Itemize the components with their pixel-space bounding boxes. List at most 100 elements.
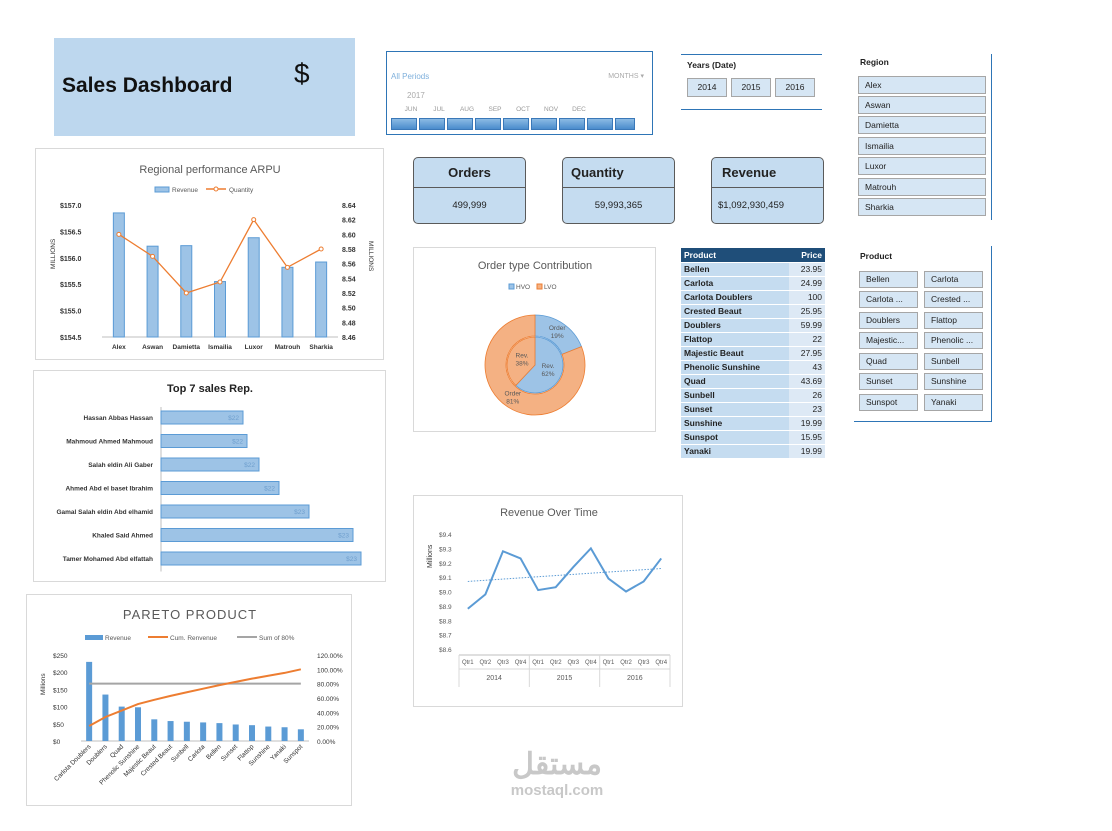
product-name-cell: Carlota (681, 276, 790, 291)
region-item-aswan[interactable]: Aswan (858, 96, 986, 114)
product-item[interactable]: Sunset (859, 373, 918, 390)
timeline-bar-segment[interactable] (419, 118, 445, 130)
bar (167, 721, 174, 741)
timeline-bar-segment[interactable] (615, 118, 635, 130)
y2-tick-label: 8.48 (342, 320, 356, 327)
year-button-2016[interactable]: 2016 (775, 78, 815, 97)
year-button-2014[interactable]: 2014 (687, 78, 727, 97)
slice-label: 19% (551, 333, 564, 340)
product-item[interactable]: Crested ... (924, 291, 983, 308)
y2-tick-label: 8.60 (342, 232, 356, 239)
product-item[interactable]: Sunshine (924, 373, 983, 390)
inner-pie-slice (506, 336, 536, 386)
x-tick-label: Sharkia (309, 344, 333, 351)
x-tick-label: Sunbell (170, 743, 191, 764)
y-tick-label: $9.4 (439, 532, 452, 539)
region-item-ismailia[interactable]: Ismailia (858, 137, 986, 155)
product-item[interactable]: Sunbell (924, 353, 983, 370)
timeline-all-periods[interactable]: All Periods (391, 72, 430, 81)
bar (200, 722, 207, 741)
table-row: Sunset 23 (681, 402, 825, 417)
timeline-bar-segment[interactable] (503, 118, 529, 130)
chart-title: Revenue Over Time (500, 507, 598, 519)
product-name-cell: Bellen (681, 262, 790, 277)
bar (265, 726, 272, 741)
timeline-bar-segment[interactable] (447, 118, 473, 130)
timeline-bar-segment[interactable] (559, 118, 585, 130)
kpi-orders-card: Orders 499,999 (413, 157, 526, 224)
timeline-bar-segment[interactable] (531, 118, 557, 130)
chart-title: Order type Contribution (478, 260, 592, 272)
legend-label: Revenue (172, 187, 198, 194)
slice-label: Order (504, 390, 521, 397)
product-price-cell: 23.95 (789, 262, 825, 277)
y-tick-label: $100 (53, 705, 68, 712)
y-tick-label: $157.0 (60, 203, 82, 210)
product-price-cell: 24.99 (789, 276, 825, 291)
category-label: Ahmed Abd el baset Ibrahim (65, 486, 153, 493)
bar (216, 723, 223, 741)
legend-swatch-revenue (85, 635, 103, 640)
product-item[interactable]: Carlota ... (859, 291, 918, 308)
data-label: $23 (338, 533, 349, 540)
y-axis-label: MILLIONS (50, 238, 57, 269)
product-item[interactable]: Phenolic ... (924, 332, 983, 349)
timeline-bar-segment[interactable] (475, 118, 501, 130)
kpi-orders-value: 499,999 (452, 200, 487, 211)
product-item[interactable]: Carlota (924, 271, 983, 288)
y2-tick-label: 8.52 (342, 291, 356, 298)
line-point (217, 279, 223, 285)
timeline-slicer[interactable]: All Periods MONTHS ▾ 2017 JUN JUL AUG SE… (386, 51, 653, 135)
product-item[interactable]: Quad (859, 353, 918, 370)
region-item-alex[interactable]: Alex (858, 76, 986, 94)
timeline-bar-segment[interactable] (587, 118, 613, 130)
bar (135, 707, 141, 741)
region-item-luxor[interactable]: Luxor (858, 157, 986, 175)
inner-pie-slice (515, 336, 564, 394)
product-item[interactable]: Doublers (859, 312, 918, 329)
timeline-unit-dropdown[interactable]: MONTHS ▾ (608, 73, 644, 80)
line-point (150, 253, 156, 259)
x-tick-label: Alex (112, 344, 126, 351)
page-title: Sales Dashboard (62, 74, 233, 97)
x-tick-label: Damietta (173, 344, 201, 351)
product-item[interactable]: Bellen (859, 271, 918, 288)
bar (160, 410, 244, 425)
bar (232, 724, 239, 741)
bar (281, 266, 294, 338)
region-item-matrouh[interactable]: Matrouh (858, 178, 986, 196)
bar (297, 729, 304, 741)
sales-reps-chart: Top 7 sales Rep. Hassan Abbas Hassan $22 Ma… (56, 383, 362, 572)
y-tick-label: $9.1 (439, 575, 452, 582)
product-item[interactable]: Flattop (924, 312, 983, 329)
timeline-month: OCT (516, 106, 530, 113)
product-item[interactable]: Majestic... (859, 332, 918, 349)
region-item-damietta[interactable]: Damietta (858, 116, 986, 134)
y-tick-label: $155.5 (60, 282, 82, 289)
timeline-bar-segment[interactable] (391, 118, 417, 130)
years-slicer: Years (Date) 2014 2015 2016 (681, 54, 822, 110)
year-button-2015[interactable]: 2015 (731, 78, 771, 97)
y2-axis-label: MILLIONS (367, 241, 374, 272)
product-price-cell: 19.99 (789, 444, 825, 459)
bar (86, 661, 93, 741)
category-label: Mahmoud Ahmed Mahmoud (66, 439, 153, 446)
slice-label: Rev. (542, 363, 555, 370)
category-label: Hassan Abbas Hassan (84, 415, 154, 422)
y2-tick-label: 100.00% (317, 667, 343, 674)
pareto-chart: PARETO PRODUCT Revenue Cum. Renvenue Sum of… (40, 607, 343, 786)
data-label: $22 (264, 486, 275, 493)
product-price-cell: 27.95 (789, 346, 825, 361)
x-group-label: 2014 (486, 675, 502, 682)
product-item[interactable]: Yanaki (924, 394, 983, 411)
table-row: Majestic Beaut 27.95 (681, 346, 825, 361)
region-item-sharkia[interactable]: Sharkia (858, 198, 986, 216)
y-tick-label: $154.5 (60, 335, 82, 342)
product-name-cell: Sunset (681, 402, 790, 417)
watermark-logo: مستقل mostaql.com (482, 748, 632, 799)
x-tick-label: Qtr4 (515, 660, 527, 666)
y2-tick-label: 8.54 (342, 276, 356, 283)
x-tick-label: Carlota (187, 743, 207, 763)
product-item[interactable]: Sunspot (859, 394, 918, 411)
